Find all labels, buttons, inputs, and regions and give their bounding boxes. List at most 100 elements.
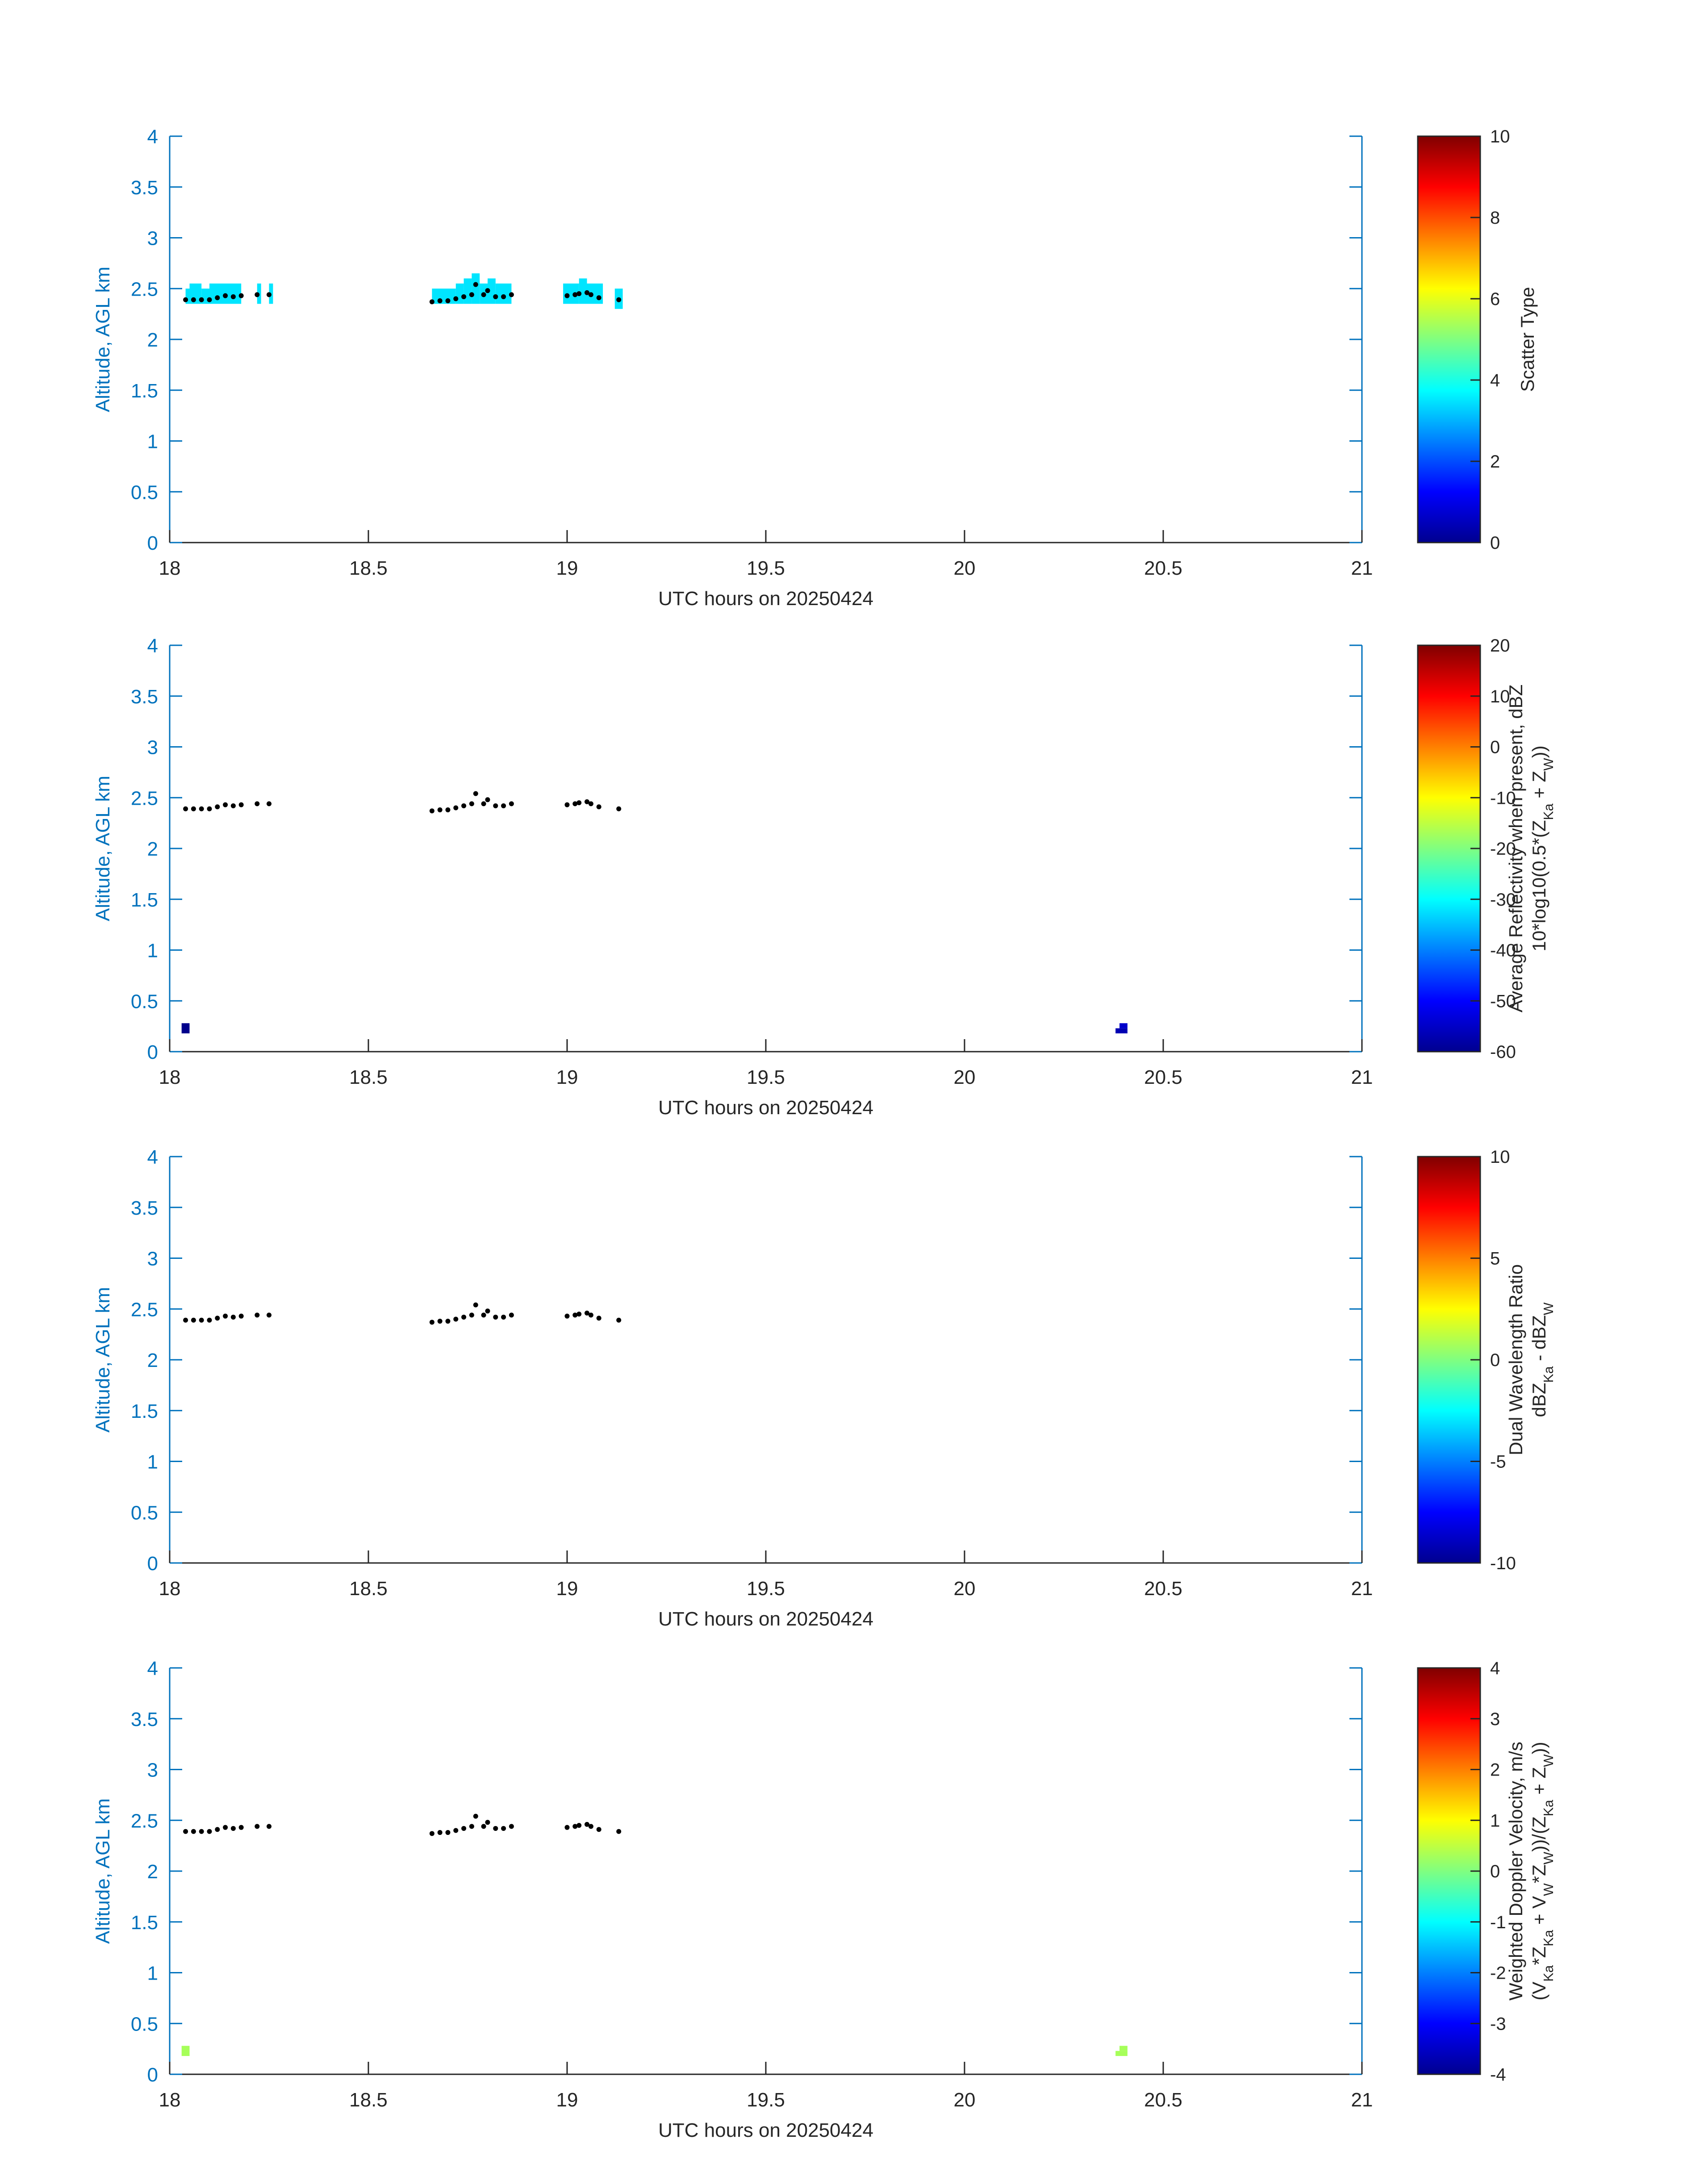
x-tick-label: 19.5: [747, 557, 785, 579]
y-tick-label: 0: [147, 1553, 158, 1575]
data-point: [481, 801, 486, 806]
x-tick-label: 20: [954, 1066, 976, 1088]
data-point: [223, 802, 228, 807]
data-point: [616, 1317, 622, 1323]
x-tick-label: 20.5: [1144, 2089, 1182, 2111]
data-point: [501, 1314, 506, 1320]
x-tick-label: 20: [954, 1578, 976, 1600]
data-point: [596, 804, 601, 810]
data-point: [445, 298, 451, 304]
y-tick-label: 1.5: [131, 380, 158, 402]
data-point: [223, 293, 228, 298]
data-point: [485, 1820, 490, 1825]
y-tick-label: 3: [147, 737, 158, 759]
x-tick-label: 19: [556, 1578, 578, 1600]
heatmap-cell: [181, 2046, 190, 2056]
data-point: [255, 1824, 260, 1829]
data-point: [199, 1317, 204, 1323]
data-point: [230, 1826, 236, 1831]
data-point: [585, 1822, 589, 1827]
y-tick-label: 2.5: [131, 278, 158, 300]
data-point: [437, 1830, 443, 1835]
heatmap-cell: [495, 283, 512, 304]
x-tick-label: 20: [954, 2089, 976, 2111]
panel-2: 0 0.5 1 1.5 2 2.5 3 3.5 4 18 18.5 19 19.5 20 20.5 21 UTC…: [92, 635, 1556, 1119]
heatmap-cell: [432, 288, 456, 304]
colorbar-tick-label: 6: [1490, 289, 1500, 309]
data-point: [501, 803, 506, 808]
colorbar-tick-label: -10: [1490, 788, 1516, 808]
data-point: [509, 1824, 514, 1829]
colorbar-tick-label: -3: [1490, 2014, 1506, 2034]
data-point: [255, 801, 260, 806]
x-axis-label: UTC hours on 20250424: [658, 1608, 873, 1630]
data-point: [493, 1826, 498, 1831]
data-point: [585, 290, 589, 295]
data-point: [509, 801, 514, 806]
y-tick-label: 4: [147, 1146, 158, 1168]
data-point: [230, 1314, 236, 1320]
data-point: [437, 298, 443, 304]
data-point: [191, 806, 196, 811]
data-point: [501, 294, 506, 299]
data-point: [572, 801, 578, 806]
data-point: [199, 297, 204, 302]
y-tick-label: 3.5: [131, 1197, 158, 1219]
x-tick-label: 18: [159, 1066, 181, 1088]
x-axis-label: UTC hours on 20250424: [658, 1097, 873, 1119]
y-tick-label: 3.5: [131, 177, 158, 199]
y-tick-label: 3: [147, 1248, 158, 1270]
data-point: [564, 802, 570, 807]
data-point: [461, 294, 467, 299]
data-point: [485, 1308, 490, 1314]
data-point: [509, 1312, 514, 1318]
data-point: [616, 1829, 622, 1834]
y-tick-label: 2: [147, 329, 158, 351]
colorbar-label: 10*log10(0.5*(ZKa + ZW)): [1528, 745, 1556, 951]
x-axis-label: UTC hours on 20250424: [658, 2119, 873, 2141]
y-tick-label: 3: [147, 1759, 158, 1781]
y-tick-label: 0.5: [131, 2013, 158, 2035]
y-axis-label: Altitude, AGL km: [92, 776, 114, 921]
colorbar-tick-label: 1: [1490, 1811, 1500, 1830]
data-point: [501, 1826, 506, 1831]
data-point: [453, 296, 459, 301]
data-point: [509, 292, 514, 297]
colorbar-tick-label: -10: [1490, 1554, 1516, 1573]
x-tick-label: 21: [1351, 557, 1373, 579]
y-tick-label: 2.5: [131, 787, 158, 809]
data-point: [493, 1314, 498, 1320]
y-tick-label: 1.5: [131, 1400, 158, 1422]
data-point: [469, 801, 474, 806]
data-point: [183, 806, 188, 811]
data-point: [616, 806, 622, 811]
y-tick-label: 1: [147, 431, 158, 453]
y-tick-label: 2: [147, 1350, 158, 1371]
data-point: [588, 1312, 593, 1318]
colorbar-label: Weighted Doppler Velocity, m/s: [1505, 1742, 1526, 2001]
colorbar: [1417, 135, 1481, 543]
x-tick-label: 18: [159, 1578, 181, 1600]
data-point: [223, 1825, 228, 1830]
data-point: [588, 292, 593, 297]
data-point: [564, 1313, 570, 1319]
data-point: [473, 282, 478, 287]
colorbar-tick-label: -1: [1490, 1913, 1506, 1932]
y-tick-label: 2.5: [131, 1299, 158, 1320]
colorbar-tick-label: 0: [1490, 1350, 1500, 1370]
data-point: [267, 1824, 271, 1829]
x-axis-label: UTC hours on 20250424: [658, 588, 873, 610]
y-tick-label: 0.5: [131, 1502, 158, 1524]
data-point: [207, 1317, 212, 1323]
data-point: [255, 292, 260, 297]
data-point: [576, 291, 582, 297]
data-point: [461, 803, 467, 808]
y-tick-label: 1.5: [131, 1912, 158, 1934]
data-point: [183, 1829, 188, 1834]
colorbar: [1417, 644, 1481, 1053]
data-point: [473, 1813, 478, 1819]
data-point: [230, 294, 236, 299]
x-tick-label: 18.5: [349, 557, 388, 579]
data-point: [429, 299, 434, 305]
data-point: [238, 293, 244, 298]
